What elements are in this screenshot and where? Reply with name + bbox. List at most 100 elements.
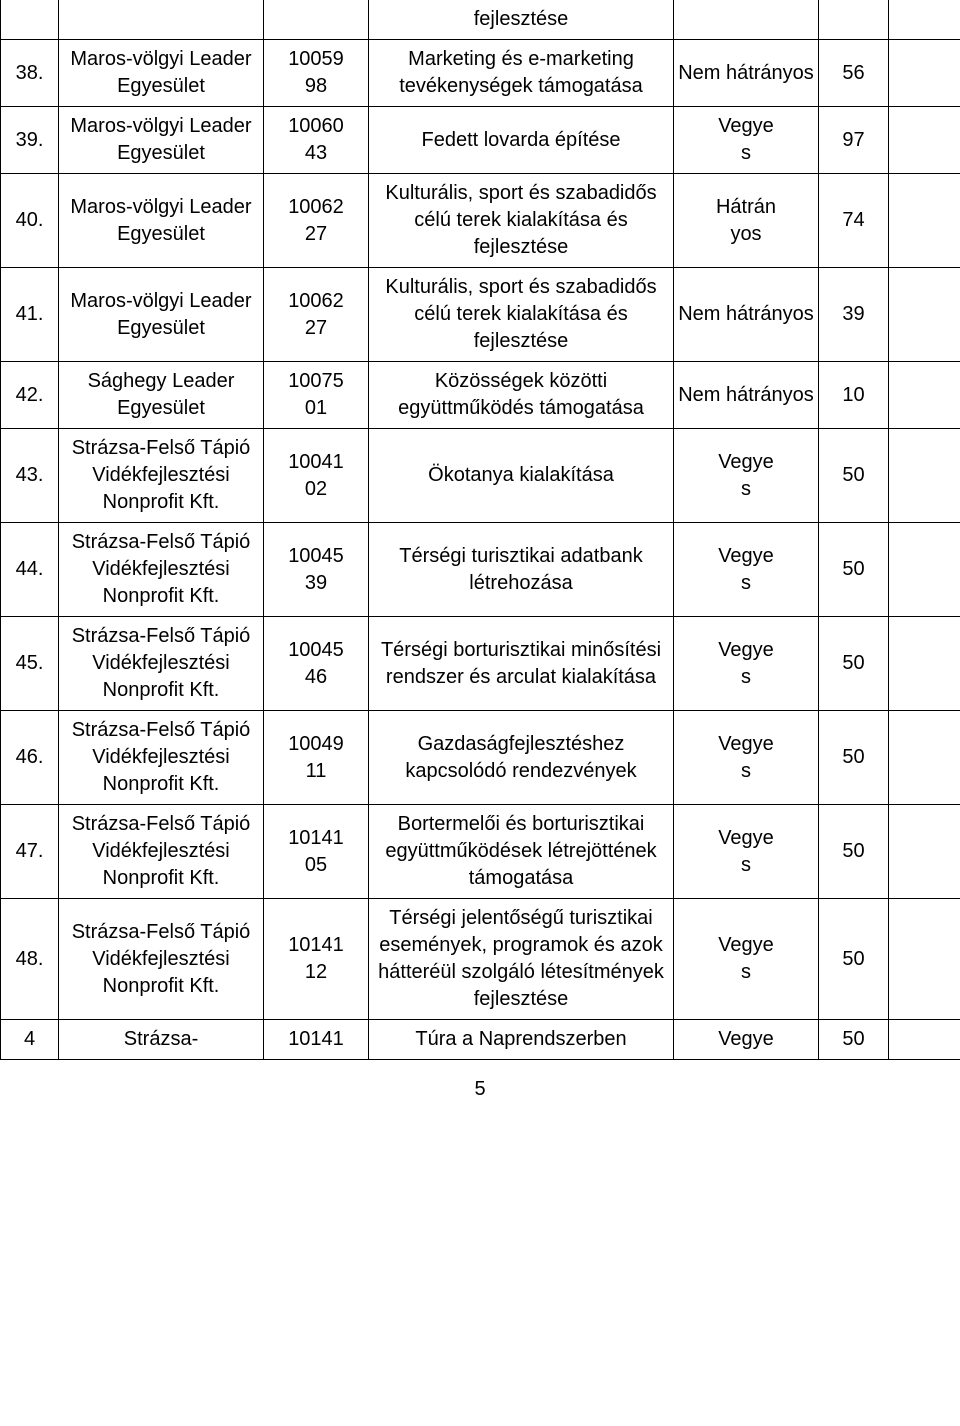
cell-org: Strázsa-Felső Tápió Vidékfejlesztési Non… [59, 617, 264, 711]
cell-type: Vegyes [674, 107, 819, 174]
cell-type: Vegyes [674, 711, 819, 805]
cell-score: 39 [819, 268, 889, 362]
cell-score: 50 [819, 1020, 889, 1060]
cell-desc: fejlesztése [369, 0, 674, 40]
table-row: 4Strázsa-10141Túra a NaprendszerbenVegye… [1, 1020, 960, 1060]
cell-tail [889, 0, 960, 40]
cell-tail [889, 268, 960, 362]
cell-desc: Túra a Naprendszerben [369, 1020, 674, 1060]
cell-code: 1004102 [264, 429, 369, 523]
cell-org: Strázsa-Felső Tápió Vidékfejlesztési Non… [59, 805, 264, 899]
cell-org: Maros-völgyi Leader Egyesület [59, 40, 264, 107]
cell-tail [889, 523, 960, 617]
cell-type: Nem hátrányos [674, 362, 819, 429]
cell-type: Hátrányos [674, 174, 819, 268]
cell-code: 1014105 [264, 805, 369, 899]
cell-code: 1004539 [264, 523, 369, 617]
cell-code: 1006043 [264, 107, 369, 174]
cell-code: 10141 [264, 1020, 369, 1060]
cell-org: Maros-völgyi Leader Egyesület [59, 107, 264, 174]
cell-num: 48. [1, 899, 59, 1020]
table-row: 40.Maros-völgyi Leader Egyesület1006227K… [1, 174, 960, 268]
cell-tail [889, 107, 960, 174]
cell-num: 42. [1, 362, 59, 429]
cell-tail [889, 362, 960, 429]
cell-desc: Térségi borturisztikai minősítési rendsz… [369, 617, 674, 711]
cell-num: 40. [1, 174, 59, 268]
cell-score: 56 [819, 40, 889, 107]
cell-score: 50 [819, 617, 889, 711]
table-row: 48.Strázsa-Felső Tápió Vidékfejlesztési … [1, 899, 960, 1020]
table-row: 44.Strázsa-Felső Tápió Vidékfejlesztési … [1, 523, 960, 617]
cell-score: 50 [819, 711, 889, 805]
table-row: 41.Maros-völgyi Leader Egyesület1006227K… [1, 268, 960, 362]
cell-score: 50 [819, 805, 889, 899]
cell-code: 1014112 [264, 899, 369, 1020]
cell-code: 1006227 [264, 174, 369, 268]
cell-desc: Kulturális, sport és szabadidős célú ter… [369, 268, 674, 362]
cell-code: 1004911 [264, 711, 369, 805]
page-number: 5 [0, 1060, 960, 1113]
cell-code: 1006227 [264, 268, 369, 362]
cell-num: 41. [1, 268, 59, 362]
cell-desc: Gazdaságfejlesztéshez kapcsolódó rendezv… [369, 711, 674, 805]
cell-score: 50 [819, 523, 889, 617]
cell-code [264, 0, 369, 40]
cell-num: 45. [1, 617, 59, 711]
cell-code: 1005998 [264, 40, 369, 107]
cell-type: Vegyes [674, 899, 819, 1020]
cell-score: 97 [819, 107, 889, 174]
cell-tail [889, 40, 960, 107]
cell-tail [889, 805, 960, 899]
cell-tail [889, 711, 960, 805]
cell-tail [889, 429, 960, 523]
cell-desc: Marketing és e-marketing tevékenységek t… [369, 40, 674, 107]
cell-desc: Közösségek közötti együttműködés támogat… [369, 362, 674, 429]
table-row: 38.Maros-völgyi Leader Egyesület1005998M… [1, 40, 960, 107]
cell-org: Maros-völgyi Leader Egyesület [59, 268, 264, 362]
cell-tail [889, 617, 960, 711]
table-row: 46.Strázsa-Felső Tápió Vidékfejlesztési … [1, 711, 960, 805]
cell-tail [889, 1020, 960, 1060]
cell-num [1, 0, 59, 40]
cell-num: 47. [1, 805, 59, 899]
cell-score: 50 [819, 899, 889, 1020]
cell-desc: Kulturális, sport és szabadidős célú ter… [369, 174, 674, 268]
cell-org: Sághegy Leader Egyesület [59, 362, 264, 429]
cell-score: 10 [819, 362, 889, 429]
table-row: 39.Maros-völgyi Leader Egyesület1006043F… [1, 107, 960, 174]
cell-score [819, 0, 889, 40]
cell-org: Strázsa-Felső Tápió Vidékfejlesztési Non… [59, 899, 264, 1020]
cell-score: 74 [819, 174, 889, 268]
cell-type: Vegyes [674, 805, 819, 899]
table-row: 43.Strázsa-Felső Tápió Vidékfejlesztési … [1, 429, 960, 523]
cell-type: Nem hátrányos [674, 40, 819, 107]
table-row: 45.Strázsa-Felső Tápió Vidékfejlesztési … [1, 617, 960, 711]
cell-desc: Bortermelői és borturisztikai együttműkö… [369, 805, 674, 899]
cell-org: Strázsa-Felső Tápió Vidékfejlesztési Non… [59, 523, 264, 617]
cell-type: Nem hátrányos [674, 268, 819, 362]
cell-type: Vegyes [674, 617, 819, 711]
cell-num: 39. [1, 107, 59, 174]
cell-desc: Ökotanya kialakítása [369, 429, 674, 523]
cell-org [59, 0, 264, 40]
cell-type: Vegyes [674, 523, 819, 617]
cell-num: 43. [1, 429, 59, 523]
cell-tail [889, 174, 960, 268]
cell-desc: Térségi turisztikai adatbank létrehozása [369, 523, 674, 617]
cell-org: Strázsa-Felső Tápió Vidékfejlesztési Non… [59, 429, 264, 523]
cell-num: 4 [1, 1020, 59, 1060]
table-row: 42.Sághegy Leader Egyesület1007501Közöss… [1, 362, 960, 429]
cell-code: 1007501 [264, 362, 369, 429]
cell-num: 44. [1, 523, 59, 617]
cell-num: 46. [1, 711, 59, 805]
cell-desc: Fedett lovarda építése [369, 107, 674, 174]
cell-type: Vegye [674, 1020, 819, 1060]
cell-desc: Térségi jelentőségű turisztikai eseménye… [369, 899, 674, 1020]
cell-org: Strázsa- [59, 1020, 264, 1060]
cell-score: 50 [819, 429, 889, 523]
data-table: fejlesztése38.Maros-völgyi Leader Egyesü… [0, 0, 960, 1060]
cell-num: 38. [1, 40, 59, 107]
cell-type: Vegyes [674, 429, 819, 523]
cell-type [674, 0, 819, 40]
